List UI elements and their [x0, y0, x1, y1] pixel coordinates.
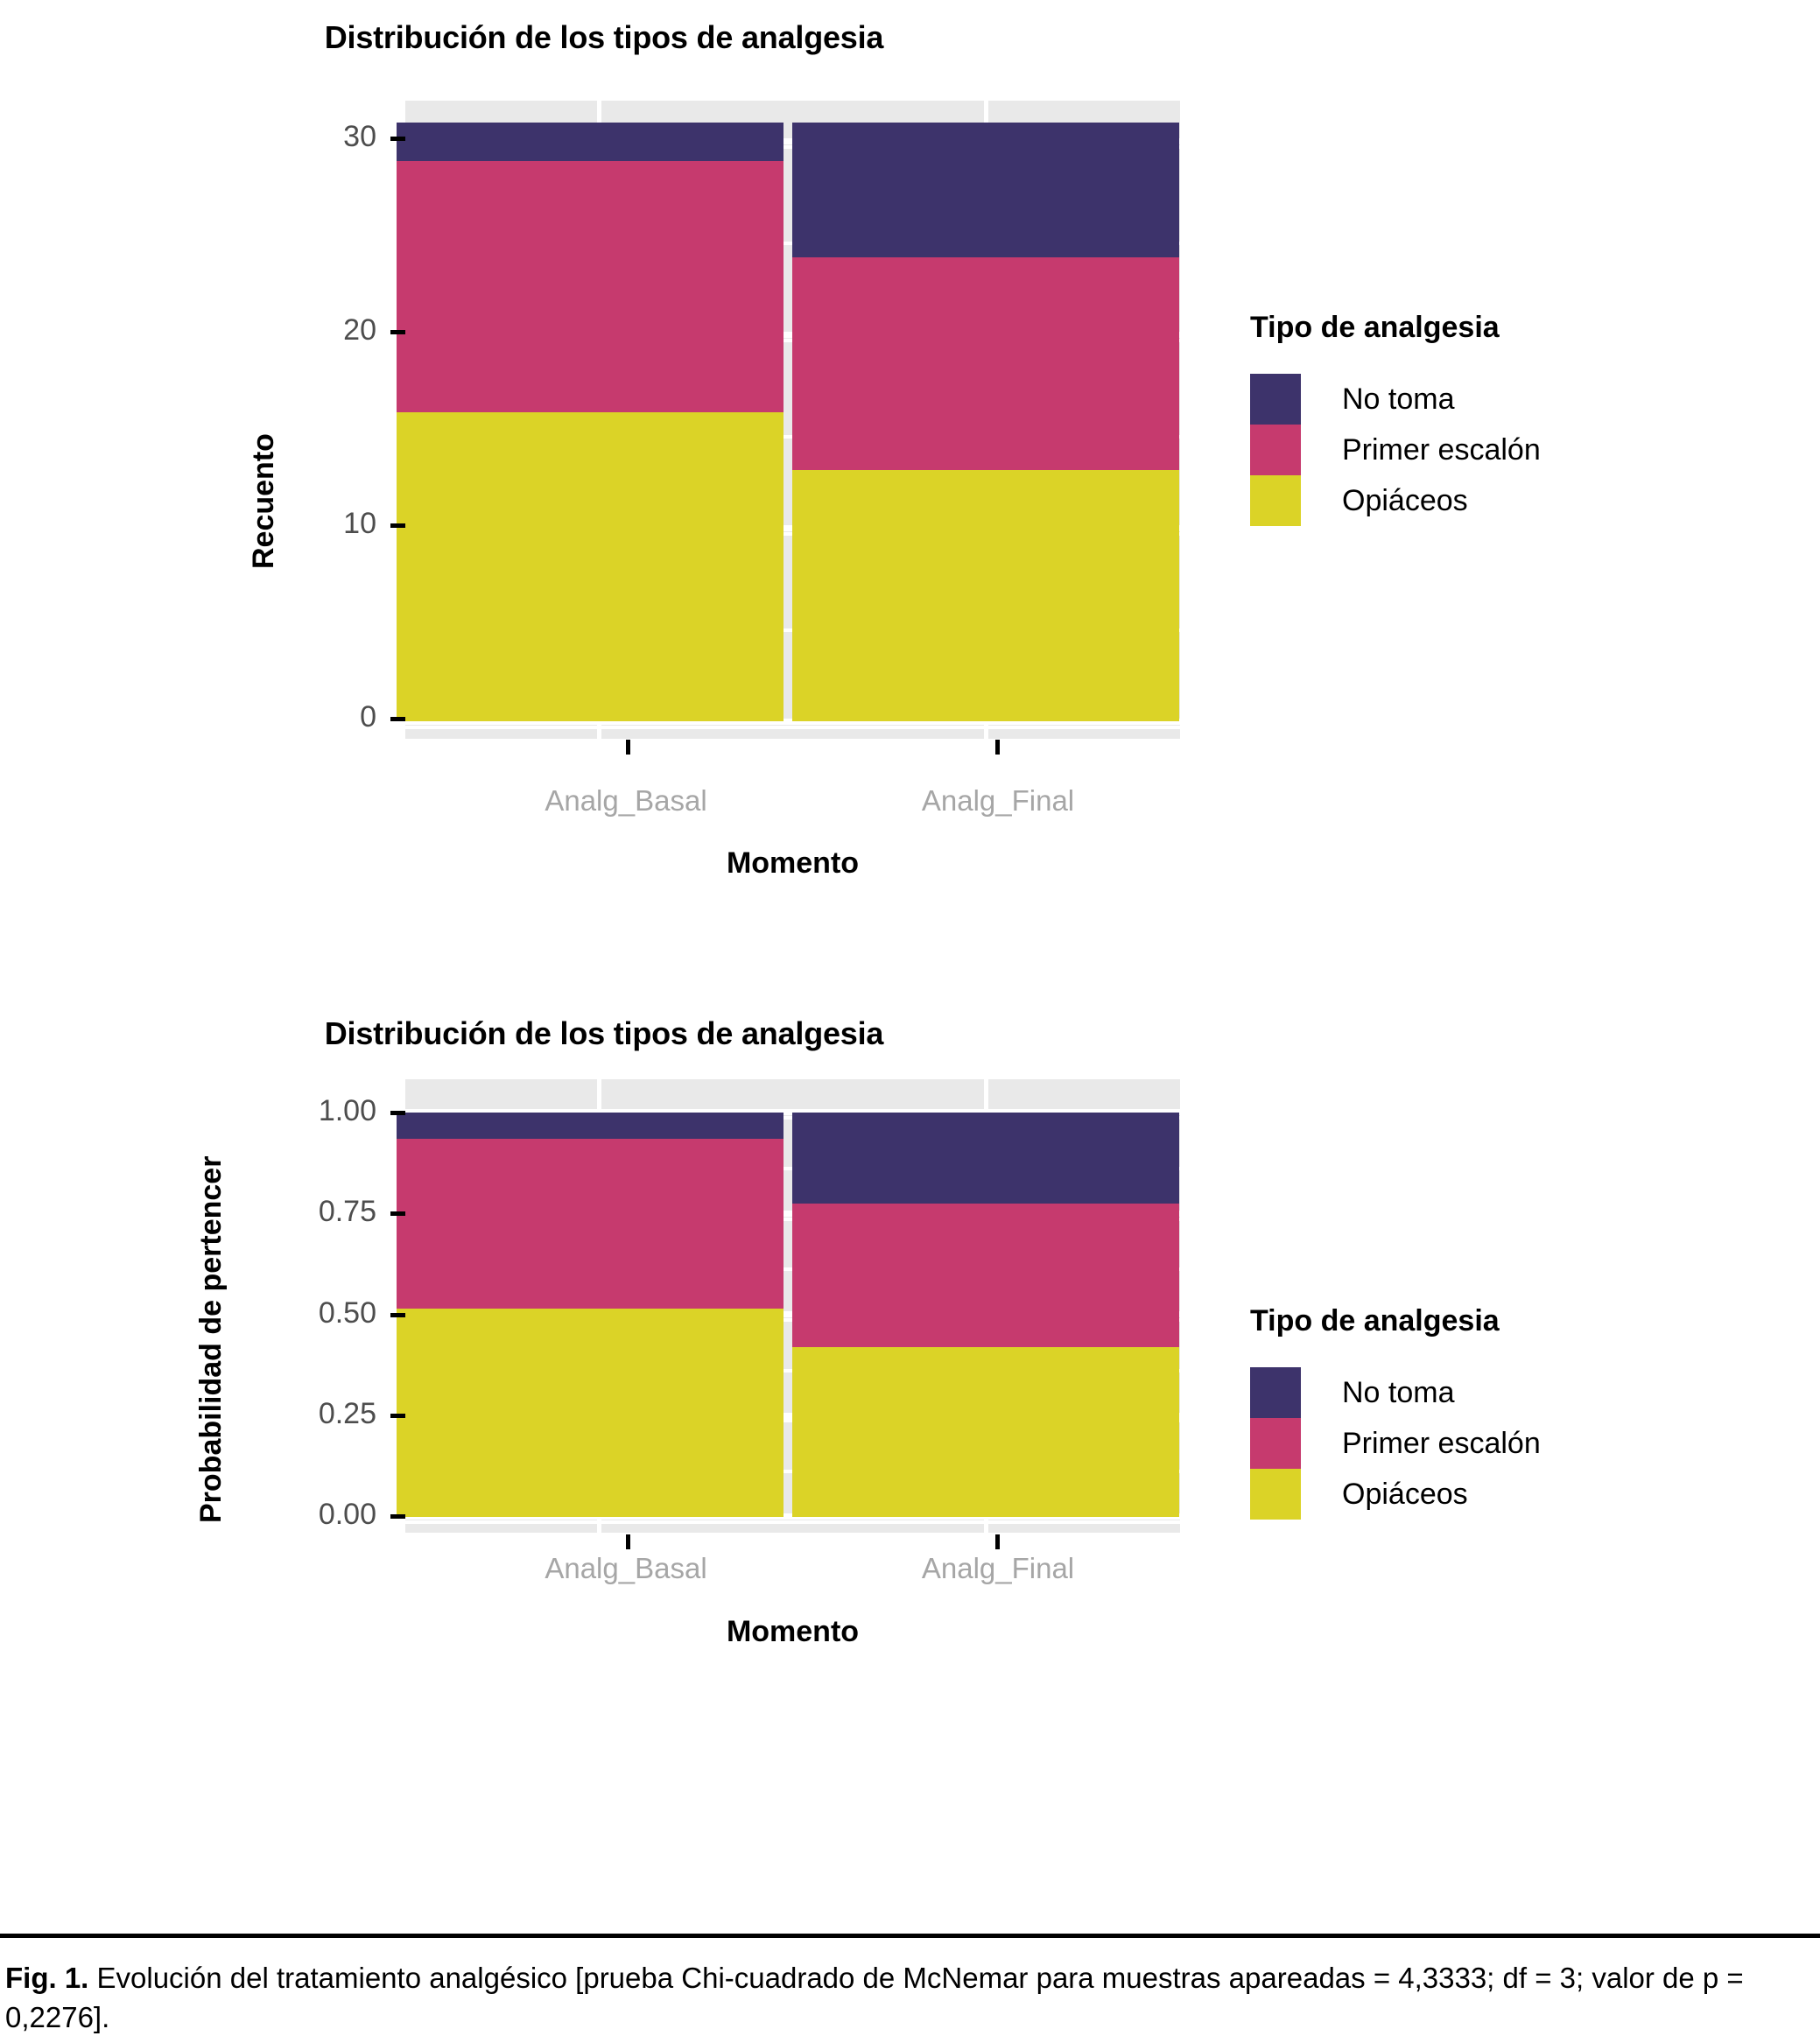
bar-segment-no-toma[interactable]: [792, 1113, 1179, 1204]
gridline-major: [405, 719, 1180, 725]
legend-item-opiaceos[interactable]: Opiáceos: [1250, 1469, 1775, 1520]
legend-label-opiaceos: Opiáceos: [1342, 1477, 1468, 1511]
ytick-label-0-75: 0.75: [318, 1195, 376, 1228]
ytick-mark-0-75: [390, 1211, 405, 1216]
xtick-mark-analg-final: [995, 1534, 1000, 1549]
ytick-mark-10: [390, 523, 405, 528]
legend-swatch-primer-escalon: [1250, 1418, 1301, 1469]
caption-divider: [0, 1934, 1820, 1938]
ytick-label-0-50: 0.50: [318, 1296, 376, 1330]
figure-caption-text: Evolución del tratamiento analgésico [pr…: [5, 1962, 1744, 2033]
legend-swatch-opiaceos: [1250, 475, 1301, 526]
chart-counts: Distribución de los tipos de analgesia: [0, 0, 1820, 919]
ytick-mark-0-00: [390, 1514, 405, 1519]
xtick-label-analg-basal: Analg_Basal: [545, 784, 707, 817]
ytick-mark-0: [390, 717, 405, 721]
ytick-mark-30: [390, 137, 405, 141]
legend-title: Tipo de analgesia: [1250, 1304, 1500, 1337]
legend-label-opiaceos: Opiáceos: [1342, 483, 1468, 517]
figure-caption: Fig. 1. Evolución del tratamiento analgé…: [5, 1959, 1813, 2037]
legend-item-no-toma[interactable]: No toma: [1250, 374, 1775, 425]
chart-counts-legend: Tipo de analgesia No toma Primer escalón…: [1250, 311, 1775, 526]
bar-segment-no-toma[interactable]: [397, 1113, 784, 1139]
bar-segment-opiaceos[interactable]: [397, 1309, 784, 1517]
bar-analg-final[interactable]: [792, 123, 1179, 721]
chart-proportions-x-axis-title: Momento: [726, 1615, 860, 1648]
ytick-label-0-25: 0.25: [318, 1397, 376, 1430]
legend-item-primer-escalon[interactable]: Primer escalón: [1250, 1418, 1775, 1469]
chart-proportions-title: Distribución de los tipos de analgesia: [324, 1015, 884, 1051]
chart-proportions-legend-body: Tipo de analgesia No toma Primer escalón…: [1250, 1304, 1775, 1520]
bar-segment-no-toma[interactable]: [397, 123, 784, 161]
figure-caption-label: Fig. 1.: [5, 1962, 89, 1994]
xtick-mark-analg-basal: [626, 740, 630, 755]
gridline-minor: [405, 1520, 1180, 1524]
gridline-major: [405, 1109, 1180, 1115]
bar-analg-final[interactable]: [792, 1113, 1179, 1517]
bar-analg-basal[interactable]: [397, 123, 784, 721]
ytick-label-30: 30: [343, 120, 376, 153]
chart-proportions-y-axis-title: Probabilidad de pertencer: [194, 1155, 228, 1523]
chart-counts-y-axis-title: Recuento: [247, 433, 280, 569]
legend-label-no-toma: No toma: [1342, 1375, 1455, 1409]
chart-counts-title: Distribución de los tipos de analgesia: [324, 19, 884, 55]
legend-item-primer-escalon[interactable]: Primer escalón: [1250, 425, 1775, 475]
ytick-mark-0-25: [390, 1414, 405, 1418]
xtick-label-analg-final: Analg_Final: [921, 784, 1075, 817]
bar-segment-primer-escalon[interactable]: [397, 1139, 784, 1309]
bar-analg-basal[interactable]: [397, 1113, 784, 1517]
xtick-mark-analg-basal: [626, 1534, 630, 1549]
bar-segment-no-toma[interactable]: [792, 123, 1179, 257]
legend-label-primer-escalon: Primer escalón: [1342, 1426, 1541, 1460]
gridline-minor: [405, 726, 1180, 729]
bar-segment-opiaceos[interactable]: [792, 1347, 1179, 1517]
bar-segment-primer-escalon[interactable]: [397, 161, 784, 412]
chart-counts-panel: [397, 101, 1180, 739]
xtick-label-analg-basal: Analg_Basal: [545, 1552, 707, 1584]
legend-swatch-primer-escalon: [1250, 425, 1301, 475]
ytick-label-10: 10: [343, 507, 376, 540]
ytick-mark-0-50: [390, 1313, 405, 1317]
ytick-label-0-00: 0.00: [318, 1498, 376, 1531]
legend-item-no-toma[interactable]: No toma: [1250, 1367, 1775, 1418]
legend-swatch-no-toma: [1250, 374, 1301, 425]
legend-item-opiaceos[interactable]: Opiáceos: [1250, 475, 1775, 526]
legend-label-primer-escalon: Primer escalón: [1342, 432, 1541, 467]
chart-proportions-panel: [397, 1079, 1180, 1533]
legend-label-no-toma: No toma: [1342, 382, 1455, 416]
bar-segment-primer-escalon[interactable]: [792, 257, 1179, 470]
legend-title: Tipo de analgesia: [1250, 311, 1500, 344]
bar-segment-opiaceos[interactable]: [397, 412, 784, 721]
ytick-mark-1-00: [390, 1111, 405, 1115]
legend-swatch-no-toma: [1250, 1367, 1301, 1418]
ytick-label-0: 0: [360, 700, 376, 734]
chart-proportions: Distribución de los tipos de analgesia: [0, 972, 1820, 1908]
bar-segment-opiaceos[interactable]: [792, 470, 1179, 721]
xtick-mark-analg-final: [995, 740, 1000, 755]
ytick-mark-20: [390, 330, 405, 334]
xtick-label-analg-final: Analg_Final: [921, 1552, 1075, 1584]
ytick-label-1-00: 1.00: [318, 1094, 376, 1127]
bar-segment-primer-escalon[interactable]: [792, 1204, 1179, 1347]
chart-counts-x-axis-title: Momento: [726, 846, 860, 880]
ytick-label-20: 20: [343, 313, 376, 347]
legend-swatch-opiaceos: [1250, 1469, 1301, 1520]
